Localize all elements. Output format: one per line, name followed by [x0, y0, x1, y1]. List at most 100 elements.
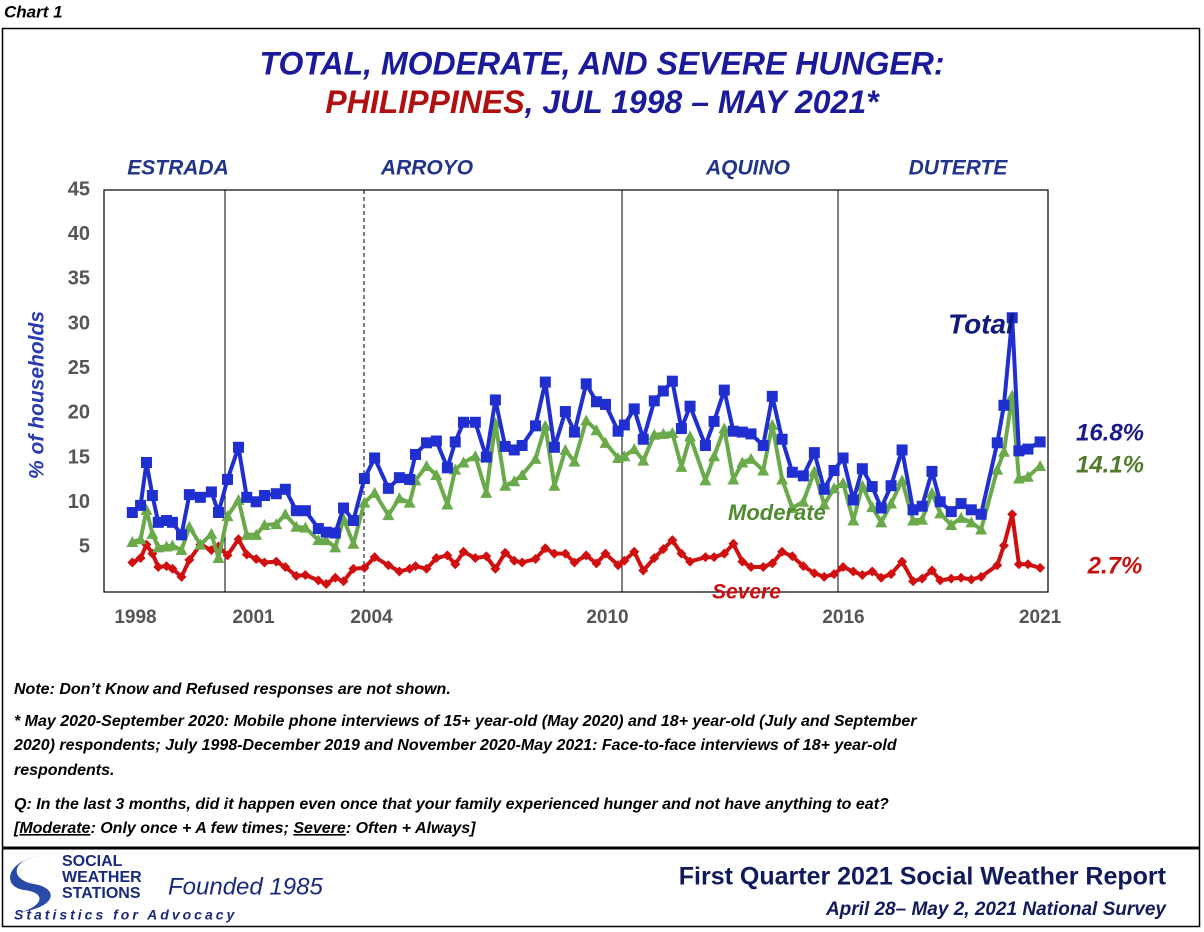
y-tick-label: 30 [68, 312, 90, 334]
point [299, 505, 311, 517]
point [897, 556, 908, 567]
point [312, 534, 325, 546]
point [347, 515, 359, 527]
point [338, 576, 349, 587]
point [676, 548, 687, 559]
point [797, 495, 810, 507]
point [300, 570, 311, 581]
x-tick-label: 2001 [232, 607, 275, 628]
point [280, 561, 291, 572]
y-tick-label: 45 [68, 178, 90, 200]
point [728, 538, 739, 549]
point [719, 548, 730, 559]
point [600, 398, 611, 410]
point [886, 569, 897, 580]
point [965, 516, 978, 528]
point [458, 546, 469, 557]
point [394, 566, 405, 577]
point [581, 550, 592, 561]
point [700, 552, 711, 563]
point [329, 527, 341, 539]
point [685, 556, 696, 567]
point [1012, 472, 1025, 484]
series-label: Moderate [728, 500, 826, 525]
point [675, 460, 688, 472]
point [916, 513, 929, 525]
point [233, 534, 244, 545]
point [708, 415, 720, 427]
point [657, 427, 670, 439]
period-label: DUTERTE [909, 157, 1009, 180]
point [657, 385, 669, 397]
point [828, 465, 840, 477]
y-tick-label: 5 [79, 536, 90, 558]
point [240, 528, 253, 540]
point [490, 563, 501, 574]
end-label: 2.7% [1087, 552, 1143, 579]
point [1022, 559, 1033, 570]
point [590, 396, 602, 408]
point [699, 474, 712, 486]
point [1021, 470, 1034, 482]
point [250, 528, 263, 540]
point [776, 473, 789, 485]
definition-part: : Often + Always] [346, 820, 476, 837]
point [675, 423, 687, 435]
point [393, 472, 405, 484]
point [499, 440, 511, 452]
point [457, 456, 470, 468]
point [818, 498, 831, 510]
point [591, 558, 602, 569]
point [618, 450, 631, 462]
point [146, 490, 158, 502]
point [766, 390, 778, 402]
point [410, 561, 421, 572]
point [737, 556, 748, 567]
end-label: 16.8% [1076, 419, 1144, 446]
logo-text: WEATHER [62, 869, 142, 886]
point [529, 420, 541, 432]
point [548, 441, 560, 453]
question: Q: In the last 3 months, did it happen e… [14, 796, 889, 813]
point [818, 483, 830, 495]
point [580, 414, 593, 426]
point [666, 375, 678, 387]
point [347, 537, 360, 549]
title-red: PHILIPPINES [325, 84, 525, 120]
point [758, 561, 769, 572]
point [450, 559, 461, 570]
point [945, 506, 957, 518]
survey: April 28– May 2, 2021 National Survey [825, 899, 1167, 920]
point [767, 558, 778, 569]
point [368, 486, 381, 498]
point [430, 435, 442, 447]
point [559, 443, 572, 455]
point [480, 486, 493, 498]
point [146, 527, 159, 539]
point [329, 541, 342, 553]
point [431, 553, 442, 564]
definition-part: Moderate [19, 820, 90, 837]
point [279, 508, 292, 520]
point [320, 534, 333, 546]
point [270, 488, 282, 500]
point [848, 566, 859, 577]
point [629, 546, 640, 557]
header: Chart 1 [4, 2, 63, 21]
point [856, 463, 868, 475]
report-title: First Quarter 2021 Social Weather Report [679, 863, 1167, 891]
point [975, 523, 988, 535]
point [166, 539, 179, 551]
point [708, 450, 721, 462]
point [321, 578, 332, 589]
point [212, 506, 224, 518]
point [420, 460, 433, 472]
point [516, 468, 529, 480]
point [369, 452, 381, 464]
point [866, 481, 878, 493]
point [934, 507, 947, 519]
series-label: Severe [712, 581, 781, 604]
point [637, 454, 650, 466]
point [786, 502, 799, 514]
point [757, 439, 769, 451]
